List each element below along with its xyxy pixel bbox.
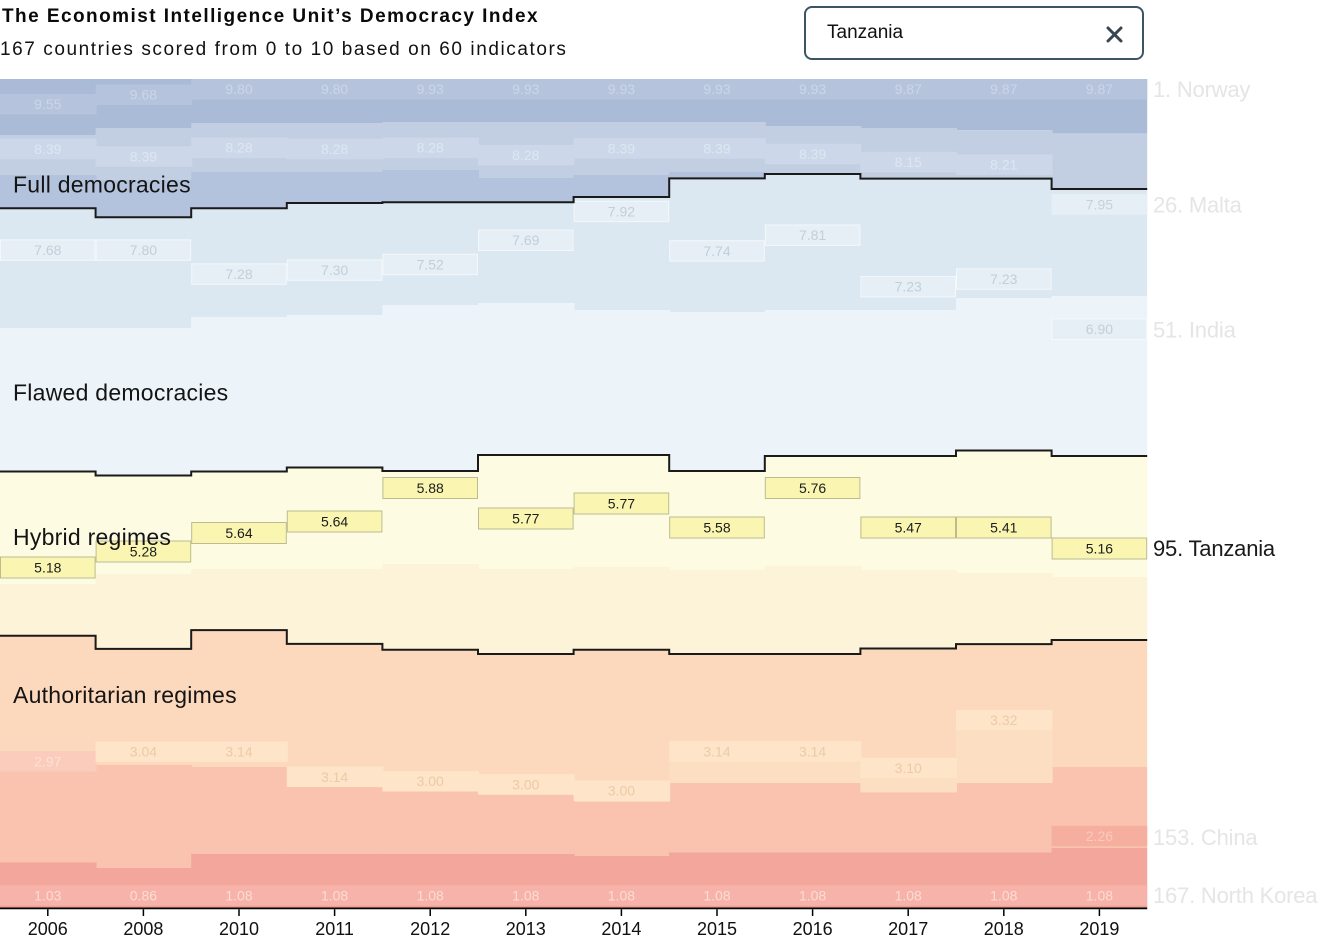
svg-text:5.88: 5.88 <box>417 480 444 496</box>
svg-text:3.04: 3.04 <box>130 744 157 760</box>
svg-text:8.28: 8.28 <box>417 140 444 156</box>
svg-text:Hybrid regimes: Hybrid regimes <box>13 524 171 550</box>
svg-text:5.77: 5.77 <box>608 495 635 511</box>
svg-text:2008: 2008 <box>123 919 163 939</box>
svg-text:1.08: 1.08 <box>321 887 348 903</box>
svg-text:9.80: 9.80 <box>225 81 252 97</box>
svg-text:2012: 2012 <box>410 919 450 939</box>
svg-text:1.08: 1.08 <box>417 887 444 903</box>
svg-text:9.93: 9.93 <box>417 81 444 97</box>
svg-text:2013: 2013 <box>506 919 546 939</box>
svg-text:3.14: 3.14 <box>703 743 730 759</box>
svg-text:7.80: 7.80 <box>130 242 157 258</box>
svg-text:9.87: 9.87 <box>1086 81 1113 97</box>
svg-text:8.39: 8.39 <box>799 146 826 162</box>
svg-text:2016: 2016 <box>793 919 833 939</box>
svg-text:8.21: 8.21 <box>990 157 1017 173</box>
svg-text:1.03: 1.03 <box>34 887 61 903</box>
svg-text:8.39: 8.39 <box>608 140 635 156</box>
svg-text:3.00: 3.00 <box>608 783 635 799</box>
svg-text:2.26: 2.26 <box>1086 828 1113 844</box>
svg-text:0.86: 0.86 <box>130 887 157 903</box>
svg-text:9.80: 9.80 <box>321 81 348 97</box>
svg-text:3.10: 3.10 <box>895 760 922 776</box>
svg-text:8.28: 8.28 <box>512 147 539 163</box>
svg-text:7.95: 7.95 <box>1086 196 1113 212</box>
svg-text:3.14: 3.14 <box>225 744 252 760</box>
svg-text:1.08: 1.08 <box>703 887 730 903</box>
svg-text:7.28: 7.28 <box>225 266 252 282</box>
svg-text:5.76: 5.76 <box>799 480 826 496</box>
svg-text:2017: 2017 <box>888 919 928 939</box>
svg-text:1.08: 1.08 <box>608 887 635 903</box>
svg-text:3.14: 3.14 <box>799 743 826 759</box>
svg-text:5.47: 5.47 <box>895 519 922 535</box>
svg-text:9.93: 9.93 <box>512 81 539 97</box>
svg-text:2015: 2015 <box>697 919 737 939</box>
svg-text:3.00: 3.00 <box>417 773 444 789</box>
svg-text:1.08: 1.08 <box>225 887 252 903</box>
svg-text:8.39: 8.39 <box>130 149 157 165</box>
svg-text:51. India: 51. India <box>1153 318 1237 343</box>
svg-text:1.08: 1.08 <box>799 887 826 903</box>
svg-text:9.93: 9.93 <box>799 81 826 97</box>
svg-text:1.08: 1.08 <box>990 887 1017 903</box>
svg-text:Flawed democracies: Flawed democracies <box>13 380 228 406</box>
svg-text:1. Norway: 1. Norway <box>1153 77 1250 102</box>
svg-text:8.28: 8.28 <box>225 140 252 156</box>
svg-text:2.97: 2.97 <box>34 753 61 769</box>
svg-text:9.55: 9.55 <box>34 96 61 112</box>
svg-text:7.74: 7.74 <box>703 243 730 259</box>
svg-text:2006: 2006 <box>28 919 68 939</box>
svg-text:7.81: 7.81 <box>799 227 826 243</box>
svg-text:9.87: 9.87 <box>990 81 1017 97</box>
svg-text:5.77: 5.77 <box>512 510 539 526</box>
svg-text:2018: 2018 <box>984 919 1024 939</box>
svg-text:8.15: 8.15 <box>895 154 922 170</box>
svg-text:1.08: 1.08 <box>512 887 539 903</box>
svg-text:7.30: 7.30 <box>321 262 348 278</box>
svg-text:Full democracies: Full democracies <box>13 172 191 198</box>
svg-text:153. China: 153. China <box>1153 825 1258 850</box>
svg-text:5.18: 5.18 <box>34 559 61 575</box>
svg-text:7.23: 7.23 <box>895 279 922 295</box>
svg-text:2010: 2010 <box>219 919 259 939</box>
svg-text:3.14: 3.14 <box>321 769 348 785</box>
svg-text:9.93: 9.93 <box>608 81 635 97</box>
svg-text:5.64: 5.64 <box>321 513 348 529</box>
svg-text:2014: 2014 <box>601 919 641 939</box>
svg-text:5.64: 5.64 <box>225 525 252 541</box>
svg-text:7.92: 7.92 <box>608 203 635 219</box>
svg-text:95. Tanzania: 95. Tanzania <box>1153 536 1276 561</box>
svg-text:9.68: 9.68 <box>130 87 157 103</box>
svg-text:7.23: 7.23 <box>990 271 1017 287</box>
svg-text:2011: 2011 <box>315 919 354 939</box>
svg-text:8.28: 8.28 <box>321 141 348 157</box>
svg-text:26. Malta: 26. Malta <box>1153 193 1243 218</box>
svg-text:1.08: 1.08 <box>895 887 922 903</box>
svg-text:2019: 2019 <box>1079 919 1119 939</box>
svg-text:3.00: 3.00 <box>512 776 539 792</box>
svg-text:7.68: 7.68 <box>34 242 61 258</box>
svg-text:Authoritarian regimes: Authoritarian regimes <box>13 682 237 708</box>
svg-text:7.52: 7.52 <box>417 256 444 272</box>
svg-text:167. North Korea: 167. North Korea <box>1153 883 1318 908</box>
svg-text:9.93: 9.93 <box>703 81 730 97</box>
svg-text:5.58: 5.58 <box>703 519 730 535</box>
svg-text:6.90: 6.90 <box>1086 321 1113 337</box>
svg-text:5.41: 5.41 <box>990 519 1017 535</box>
svg-text:9.87: 9.87 <box>895 81 922 97</box>
svg-text:7.69: 7.69 <box>512 232 539 248</box>
svg-text:8.39: 8.39 <box>34 141 61 157</box>
svg-text:5.16: 5.16 <box>1086 540 1113 556</box>
svg-text:1.08: 1.08 <box>1086 887 1113 903</box>
svg-text:3.32: 3.32 <box>990 712 1017 728</box>
svg-text:5.28: 5.28 <box>130 543 157 559</box>
svg-text:8.39: 8.39 <box>703 140 730 156</box>
